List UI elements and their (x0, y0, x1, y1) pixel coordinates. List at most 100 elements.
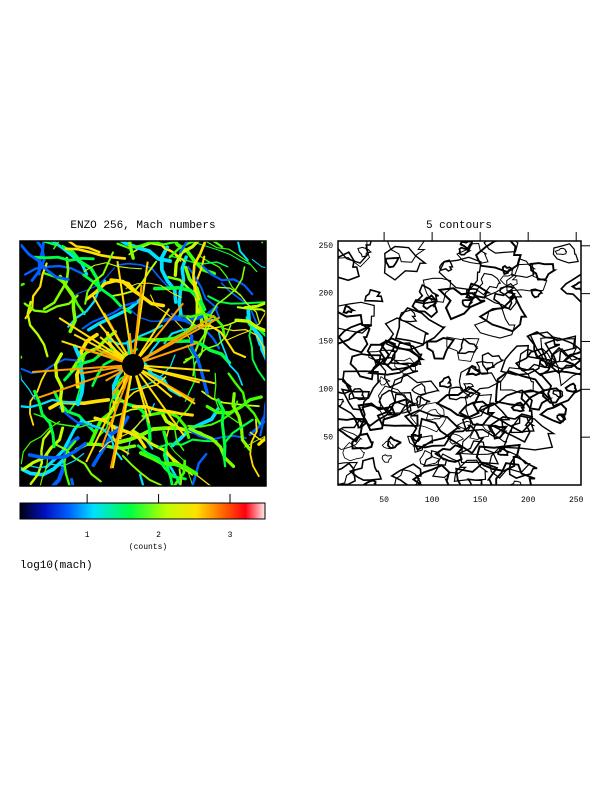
panel-title: ENZO 256, Mach numbers (70, 220, 215, 232)
filament (159, 245, 178, 304)
contour-line (495, 462, 536, 485)
contour-line (463, 382, 475, 393)
filament (40, 241, 58, 247)
filament (37, 241, 46, 276)
filament (125, 282, 182, 298)
filament (172, 459, 187, 486)
contour-line (338, 404, 362, 432)
contour-line (375, 356, 419, 389)
filament (66, 241, 101, 254)
contour-line (414, 283, 439, 305)
filament (173, 241, 217, 276)
filament (118, 241, 172, 263)
contour-line (457, 337, 479, 355)
contour-line (412, 417, 452, 449)
filament (249, 431, 266, 442)
filament (184, 315, 241, 331)
filament (117, 426, 179, 445)
y-tick-label: 150 (319, 338, 334, 347)
contour-line (384, 317, 429, 351)
contour-line (410, 433, 422, 442)
filament (179, 241, 189, 254)
filament (164, 450, 182, 486)
contour-line (562, 350, 581, 371)
filament (39, 454, 49, 486)
filament (231, 392, 252, 451)
radial-filament (132, 284, 143, 366)
contour-line (385, 393, 417, 414)
filament (236, 241, 249, 262)
radial-filament (90, 293, 134, 366)
contour-line (431, 453, 468, 479)
contour-line (461, 423, 508, 456)
colorbar (19, 502, 266, 520)
filament (61, 245, 102, 292)
filament (213, 372, 239, 424)
contour-line (403, 409, 462, 452)
contour-line (363, 479, 377, 485)
contour-line (422, 296, 437, 311)
contour-line (342, 441, 365, 462)
contour-line (381, 454, 392, 463)
contour-line (338, 417, 367, 443)
filament (44, 418, 84, 469)
contour-line (411, 382, 427, 397)
contour-line (446, 424, 485, 455)
contour-line (487, 424, 509, 440)
contour-line (564, 382, 578, 393)
x-tick-label: 150 (473, 496, 488, 505)
filament (177, 255, 188, 318)
x-tick-label: 50 (379, 496, 389, 505)
contour-line (338, 398, 345, 407)
radial-filament (132, 364, 196, 405)
contour-line (501, 264, 514, 276)
filament (33, 389, 56, 449)
filament (20, 358, 78, 374)
radial-filament (132, 308, 171, 366)
filament (222, 418, 254, 468)
contour-line (538, 402, 568, 425)
contour-line (493, 291, 516, 310)
filament (192, 241, 207, 301)
contour-line (387, 435, 402, 450)
contour-line (465, 282, 492, 300)
contour-line (349, 353, 382, 381)
contour-line (348, 387, 366, 401)
contour-line (341, 370, 381, 399)
filament (42, 256, 70, 311)
filament (49, 241, 89, 276)
filament (27, 452, 85, 469)
contour-line (367, 339, 426, 376)
colorbar-tick-label: 3 (228, 531, 233, 540)
colorbar-label: (counts) (129, 543, 167, 552)
filament (210, 266, 246, 316)
contour-line (361, 404, 394, 427)
filament (127, 241, 135, 260)
filament (139, 451, 199, 476)
contour-line (510, 401, 526, 413)
contour-line (338, 241, 372, 264)
contour-line (419, 449, 440, 467)
radial-filament (100, 364, 134, 448)
filament (81, 300, 138, 330)
filament (162, 430, 174, 486)
contour-line (342, 304, 357, 314)
contour-line (338, 311, 373, 345)
filament (259, 418, 266, 437)
heatmap-image (20, 241, 266, 486)
contour-line (469, 422, 491, 441)
filament (249, 418, 260, 478)
contour-line (338, 378, 353, 395)
radial-filament (58, 317, 134, 366)
contour-line (473, 307, 516, 339)
filament (190, 452, 208, 486)
contour-line (481, 352, 504, 372)
contour-line (459, 241, 474, 251)
filament (21, 426, 65, 471)
filament (207, 295, 266, 305)
filament (116, 241, 177, 250)
contour-line (384, 256, 400, 269)
filament (110, 260, 158, 298)
